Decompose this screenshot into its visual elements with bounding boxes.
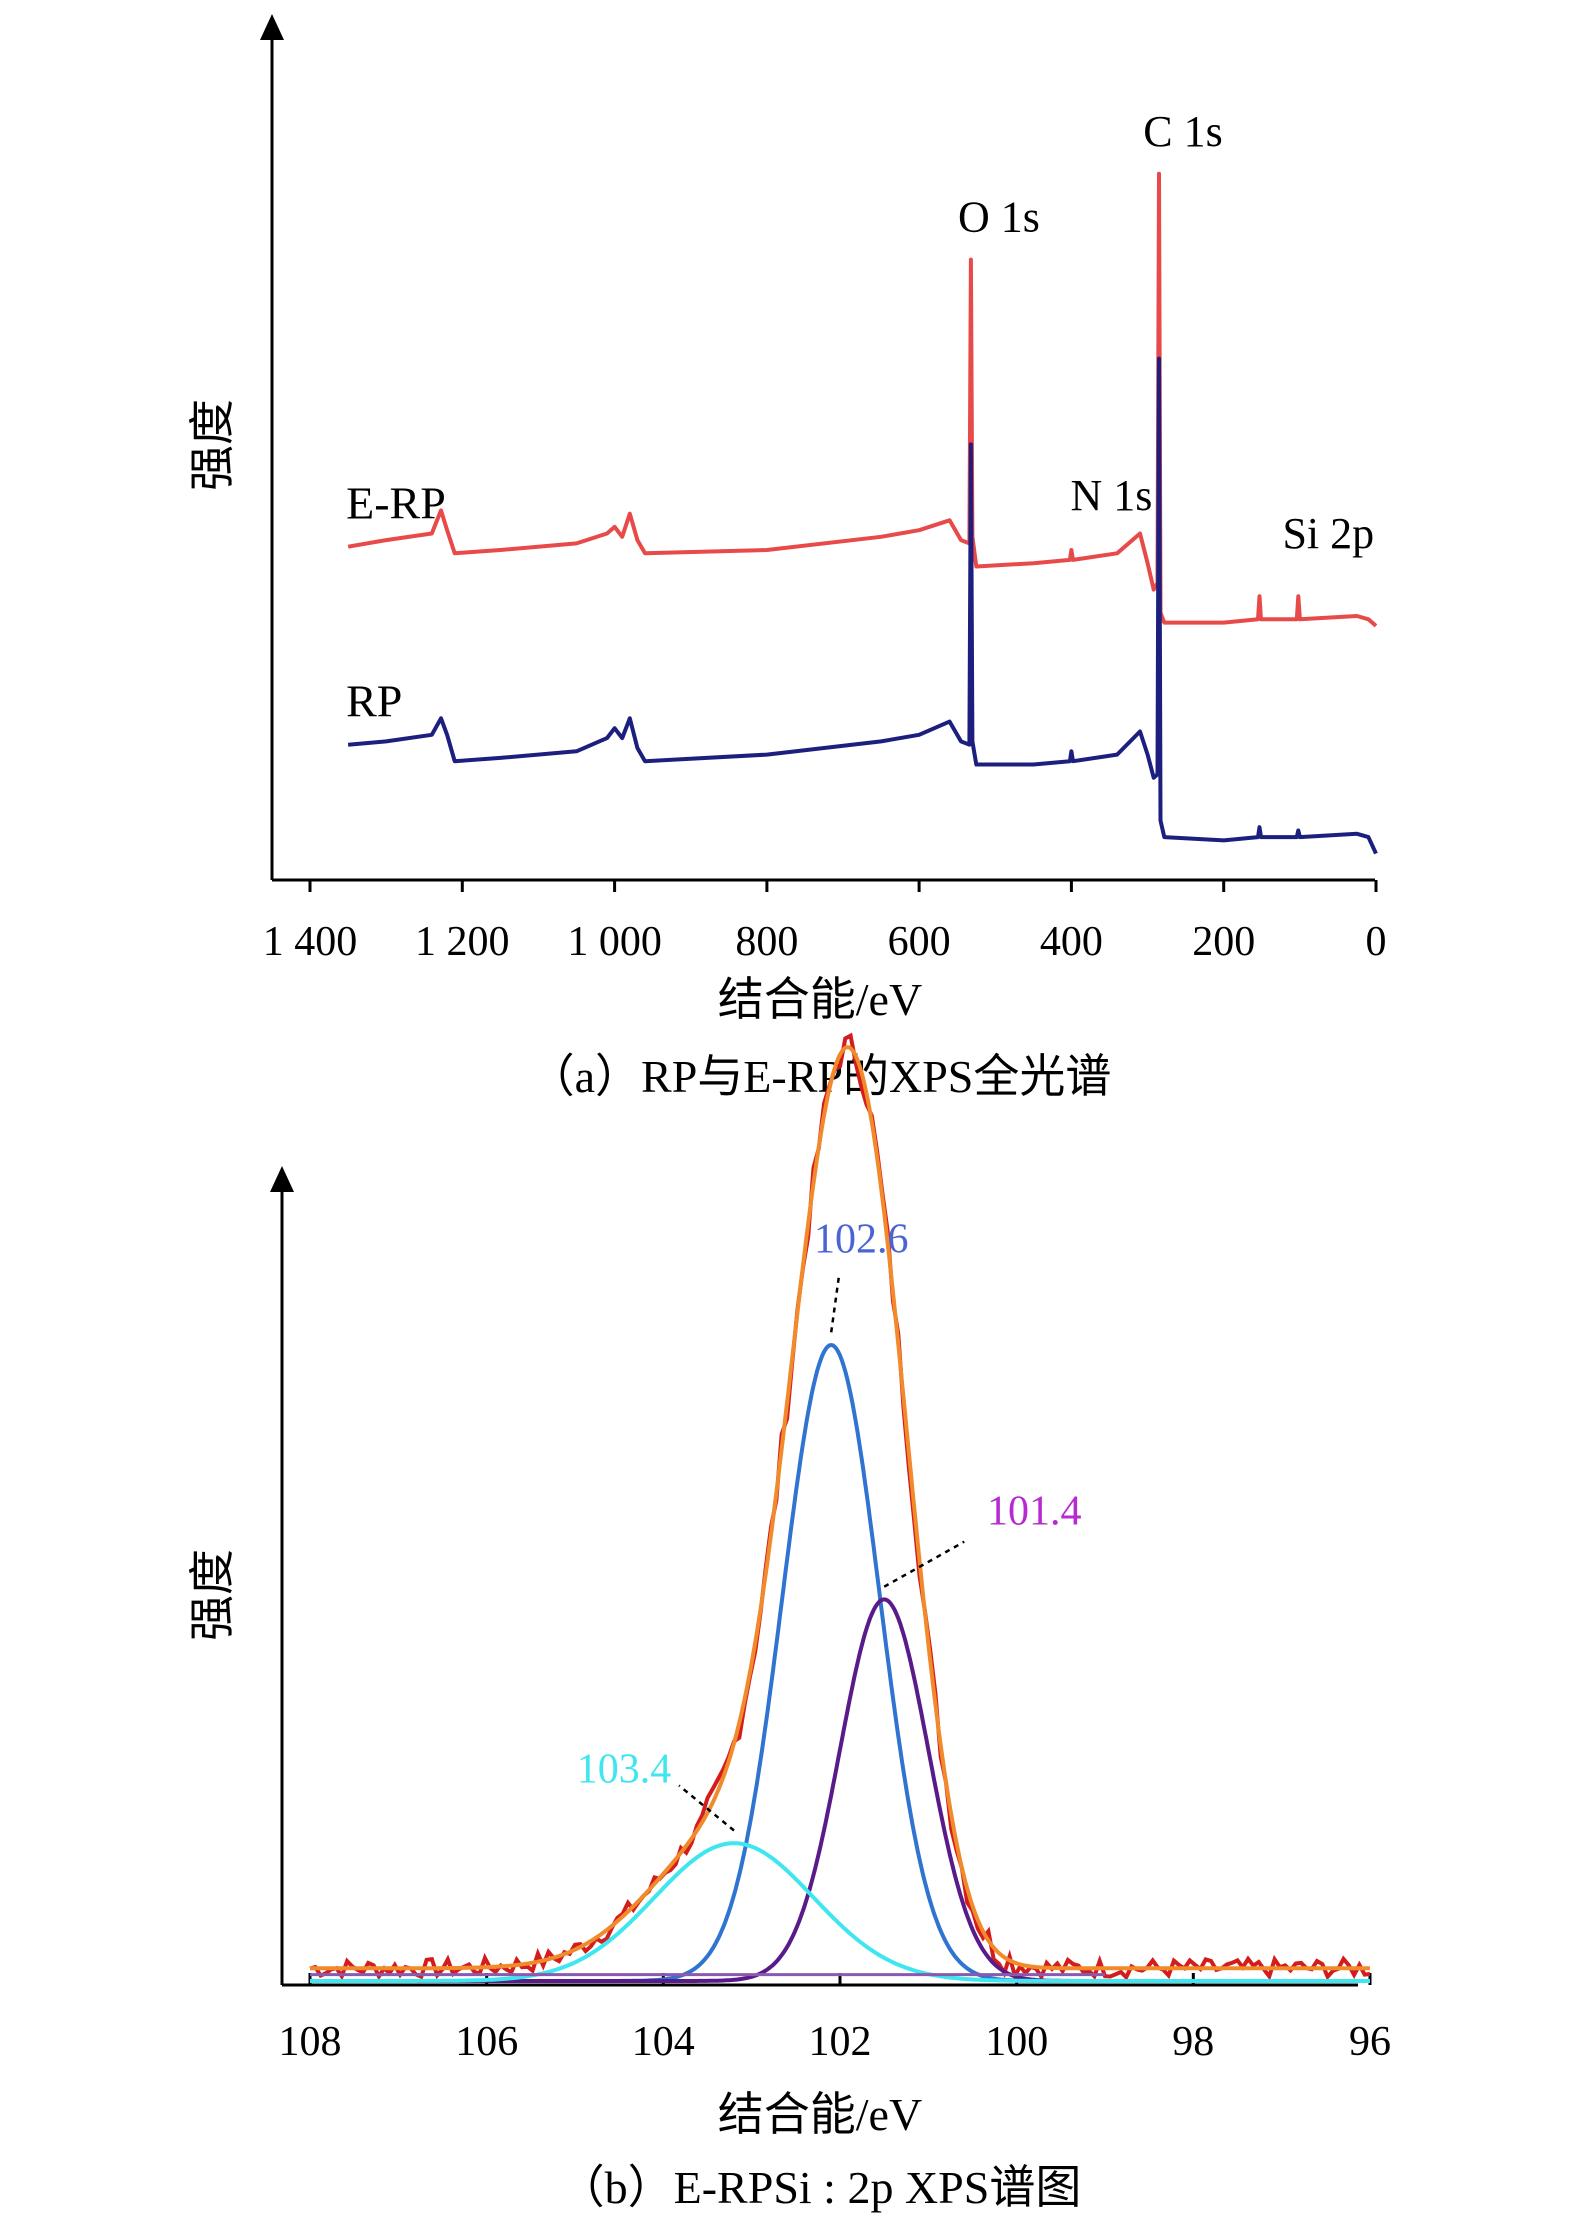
panel-b-x-tick-label: 108 [279,2019,342,2065]
panel-b: 108 106 104 102 100 98 96 102.6 101.4 103.4 强度 结… [187,1032,1391,2213]
peak-leader-line [678,1784,735,1832]
peak-annotation: C 1s [1143,107,1222,156]
panel-a-x-tick-label: 0 [1366,919,1387,965]
panel-a-series: E-RP RP [346,171,1378,855]
panel-b-annotations: 102.6 101.4 103.4 [577,1216,1082,1832]
panel-a-x-tick-label: 1 400 [263,919,358,965]
panel-a-x-tick-label: 1 000 [567,919,662,965]
panel-a-x-tick-label: 600 [888,919,951,965]
peak-annotation: N 1s [1070,471,1152,520]
panel-a-x-tick-label: 800 [735,919,798,965]
peak-annotation: Si 2p [1282,509,1374,558]
fit-component-103-4 [310,1841,1370,1983]
series-line-fit [310,1045,1370,1971]
panel-a-x-tick-label: 200 [1192,919,1255,965]
series-line-raw [309,1032,1371,1982]
panel-b-x-tick-label: 98 [1172,2019,1214,2065]
panel-b-x-tick-label: 106 [455,2019,518,2065]
panel-b-caption: （b）E-RPSi : 2p XPS谱图 [559,2162,1082,2213]
series-label-rp: RP [346,676,402,727]
peak-label-101-4: 101.4 [987,1489,1082,1535]
panel-a-annotations: O 1s C 1s N 1s Si 2p [958,107,1374,558]
panel-a-caption: （a）RP与E-RP的XPS全光谱 [529,1051,1112,1102]
panel-a-x-ticks: 1 400 1 200 1 000 800 600 400 200 0 [263,880,1387,965]
panel-a: 1 400 1 200 1 000 800 600 400 200 0 E-RP RP O 1s… [187,14,1387,1102]
peak-label-102-6: 102.6 [814,1216,909,1262]
peak-leader-line [829,1274,841,1333]
panel-b-x-tick-label: 104 [632,2019,695,2065]
panel-b-x-tick-label: 102 [809,2019,872,2065]
series-line-e-rp [347,171,1378,628]
panel-b-x-tick-label: 100 [985,2019,1048,2065]
fit-component-102-6 [310,1342,1370,1983]
panel-a-y-axis-arrow [260,14,284,40]
peak-annotation: O 1s [958,193,1040,242]
series-label-e-rp: E-RP [346,478,446,529]
peak-label-103-4: 103.4 [577,1747,672,1793]
panel-a-x-tick-label: 1 200 [415,919,510,965]
panel-a-x-tick-label: 400 [1040,919,1103,965]
panel-a-x-axis-title: 结合能/eV [718,974,922,1025]
panel-b-x-tick-label: 96 [1349,2019,1391,2065]
series-line-rp [347,356,1378,855]
panel-a-y-axis-title: 强度 [187,399,238,491]
panel-b-x-ticks: 108 106 104 102 100 98 96 [279,1973,1391,2065]
panel-b-series [309,1032,1371,1983]
panel-b-y-axis-title: 强度 [187,1549,238,1641]
peak-leader-line [883,1540,965,1588]
panel-b-y-axis-arrow [270,1166,294,1192]
panel-b-x-axis-title: 结合能/eV [718,2089,922,2140]
